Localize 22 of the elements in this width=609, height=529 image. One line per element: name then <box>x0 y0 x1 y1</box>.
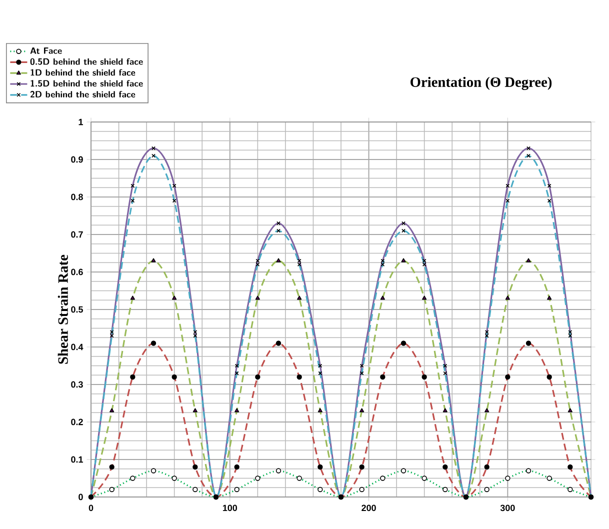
y-tick-label: 0.1 <box>71 456 83 463</box>
x-tick-label: 100 <box>222 504 238 512</box>
y-tick-label: 0 <box>78 494 83 500</box>
y-tick-label: 0.5 <box>71 306 83 313</box>
y-tick-label: 0.4 <box>71 344 84 350</box>
legend-label: 2D behind the shield face <box>30 90 136 98</box>
y-tick-label: 0.6 <box>71 268 83 276</box>
y-axis-title: Shear Strain Rate <box>58 254 68 364</box>
y-tick-label: 0.2 <box>71 418 83 426</box>
x-tick-label: 300 <box>500 504 515 512</box>
legend-label: At Face <box>30 48 62 54</box>
y-tick-label: 0.9 <box>71 156 83 163</box>
legend-label: 0.5D behind the shield face <box>30 58 143 65</box>
legend-label: 1.5D behind the shield face <box>30 80 143 87</box>
y-tick-label: 0.8 <box>71 194 83 200</box>
x-tick-label: 200 <box>362 504 376 512</box>
x-tick-label: 0 <box>88 504 94 512</box>
y-tick-label: 0.3 <box>71 381 83 388</box>
y-tick-label: 0.7 <box>71 231 83 238</box>
legend-label: 1D behind the shield face <box>30 69 136 76</box>
y-tick-label: 1 <box>78 118 83 126</box>
chart-title: Orientation (Θ Degree) <box>410 76 552 90</box>
